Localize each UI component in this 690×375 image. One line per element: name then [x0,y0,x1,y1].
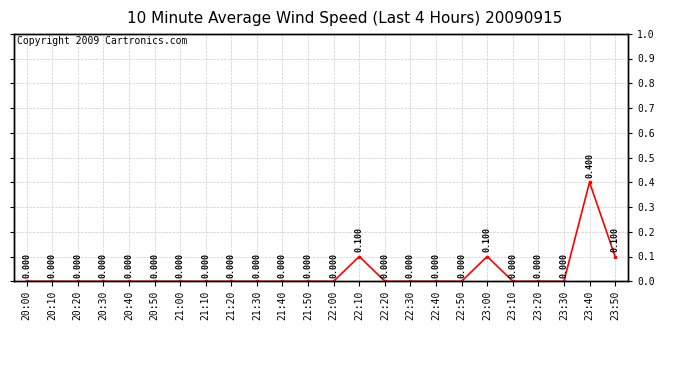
Text: 0.100: 0.100 [355,227,364,252]
Text: 0.000: 0.000 [150,254,159,279]
Text: 0.000: 0.000 [227,254,236,279]
Text: 0.000: 0.000 [22,254,31,279]
Text: 10 Minute Average Wind Speed (Last 4 Hours) 20090915: 10 Minute Average Wind Speed (Last 4 Hou… [128,11,562,26]
Text: 0.000: 0.000 [509,254,518,279]
Text: 0.000: 0.000 [253,254,262,279]
Text: 0.000: 0.000 [124,254,133,279]
Text: 0.000: 0.000 [431,254,440,279]
Text: 0.000: 0.000 [329,254,338,279]
Text: 0.100: 0.100 [611,227,620,252]
Text: 0.000: 0.000 [534,254,543,279]
Text: 0.000: 0.000 [380,254,389,279]
Text: 0.000: 0.000 [304,254,313,279]
Text: 0.000: 0.000 [99,254,108,279]
Text: 0.000: 0.000 [176,254,185,279]
Text: 0.000: 0.000 [278,254,287,279]
Text: 0.000: 0.000 [201,254,210,279]
Text: 0.000: 0.000 [560,254,569,279]
Text: 0.000: 0.000 [457,254,466,279]
Text: 0.000: 0.000 [48,254,57,279]
Text: 0.000: 0.000 [73,254,82,279]
Text: 0.100: 0.100 [483,227,492,252]
Text: 0.000: 0.000 [406,254,415,279]
Text: 0.400: 0.400 [585,153,594,178]
Text: Copyright 2009 Cartronics.com: Copyright 2009 Cartronics.com [17,36,187,46]
